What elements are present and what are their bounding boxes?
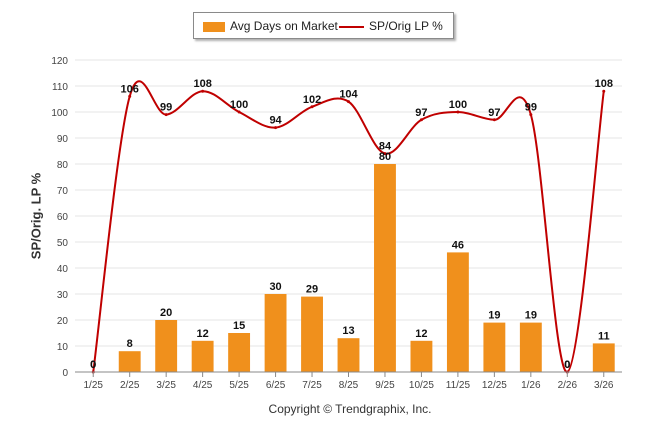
- bar-value-label: 80: [379, 151, 391, 163]
- bar-value-label: 20: [160, 307, 172, 319]
- bar: [592, 343, 615, 372]
- bar: [264, 294, 287, 372]
- bar: [337, 338, 360, 372]
- y-tick-label: 70: [57, 186, 69, 197]
- bar-value-label: 11: [598, 330, 610, 342]
- x-tick-label: 12/25: [482, 380, 507, 391]
- line-point: [456, 110, 460, 114]
- bar: [155, 320, 178, 372]
- bar-value-label: 8: [127, 338, 133, 350]
- line-value-label: 94: [269, 115, 282, 127]
- bar: [118, 351, 141, 372]
- bar-value-label: 0: [564, 359, 570, 371]
- x-tick-label: 7/25: [302, 380, 322, 391]
- bar-value-label: 0: [90, 359, 96, 371]
- line-point: [492, 118, 496, 122]
- bar-value-label: 12: [197, 328, 209, 340]
- line-value-label: 97: [415, 107, 427, 119]
- line-value-label: 99: [525, 102, 537, 114]
- x-tick-label: 3/26: [594, 380, 614, 391]
- y-tick-label: 30: [57, 290, 69, 301]
- line-value-label: 104: [339, 89, 358, 101]
- legend: Avg Days on Market SP/Orig LP %: [193, 12, 454, 39]
- bar: [410, 340, 433, 372]
- line-value-label: 106: [121, 83, 139, 95]
- bar-value-label: 12: [415, 328, 427, 340]
- line-point: [347, 100, 350, 104]
- bar: [519, 322, 542, 372]
- line-point: [274, 126, 278, 130]
- x-tick-label: 1/25: [83, 380, 103, 391]
- y-tick-label: 120: [51, 56, 68, 67]
- line-path: [92, 80, 605, 374]
- x-tick-label: 8/25: [339, 380, 359, 391]
- line-value-label: 100: [449, 99, 467, 111]
- y-tick-label: 80: [57, 160, 69, 171]
- y-tick-label: 90: [57, 134, 69, 145]
- bar: [446, 252, 469, 372]
- bar-value-label: 29: [306, 284, 318, 296]
- line-value-label: 100: [230, 99, 248, 111]
- line-value-label: 99: [160, 102, 172, 114]
- line-point: [419, 118, 423, 122]
- y-tick-label: 10: [57, 342, 69, 353]
- line-point: [602, 89, 606, 93]
- y-tick-label: 100: [51, 108, 68, 119]
- line-series: [91, 80, 606, 374]
- y-tick-label: 110: [52, 82, 68, 93]
- bar-value-label: 19: [488, 310, 500, 322]
- bar: [301, 296, 323, 372]
- bar: [191, 340, 214, 372]
- x-tick-label: 10/25: [409, 380, 434, 391]
- legend-bar-swatch: [203, 22, 225, 32]
- bar: [374, 164, 396, 372]
- line-point: [529, 113, 533, 117]
- legend-line-swatch: [339, 26, 364, 28]
- y-tick-label: 40: [57, 264, 69, 275]
- bar-value-label: 15: [233, 320, 245, 332]
- legend-line-label: SP/Orig LP %: [369, 19, 443, 33]
- bar-value-label: 19: [525, 310, 537, 322]
- bar-series: [118, 164, 615, 372]
- line-value-label: 0: [564, 359, 570, 371]
- bar: [228, 333, 251, 372]
- x-tick-label: 1/26: [521, 380, 541, 391]
- line-point: [164, 113, 168, 117]
- bar-value-label: 46: [452, 239, 464, 251]
- x-tick-label: 5/25: [229, 380, 249, 391]
- line-value-label: 102: [303, 94, 321, 106]
- bar-value-label: 30: [269, 281, 281, 293]
- line-value-label: 108: [595, 78, 613, 90]
- line-point: [310, 105, 314, 109]
- y-tick-label: 0: [62, 368, 68, 379]
- x-tick-label: 4/25: [193, 380, 213, 391]
- legend-bar-label: Avg Days on Market: [230, 19, 338, 33]
- x-tick-label: 6/25: [266, 380, 286, 391]
- line-point: [383, 152, 387, 156]
- line-value-label: 97: [488, 107, 500, 119]
- line-value-label: 108: [193, 78, 211, 90]
- y-tick-label: 60: [57, 212, 69, 223]
- y-axis-title: SP/Orig. LP %: [28, 172, 44, 260]
- x-tick-label: 9/25: [375, 380, 395, 391]
- line-point: [128, 94, 132, 98]
- x-tick-label: 2/25: [120, 380, 140, 391]
- line-value-label: 84: [379, 141, 392, 153]
- x-tick-label: 11/25: [446, 380, 471, 391]
- bar-value-label: 13: [342, 325, 354, 337]
- line-value-label: 0: [90, 359, 96, 371]
- bar: [483, 322, 506, 372]
- copyright-text: Copyright © Trendgraphix, Inc.: [268, 402, 432, 416]
- line-point: [201, 89, 205, 93]
- y-tick-label: 50: [57, 238, 69, 249]
- x-tick-label: 2/26: [558, 380, 578, 391]
- line-point: [237, 110, 241, 114]
- x-tick-label: 3/25: [156, 380, 176, 391]
- y-tick-label: 20: [57, 316, 69, 327]
